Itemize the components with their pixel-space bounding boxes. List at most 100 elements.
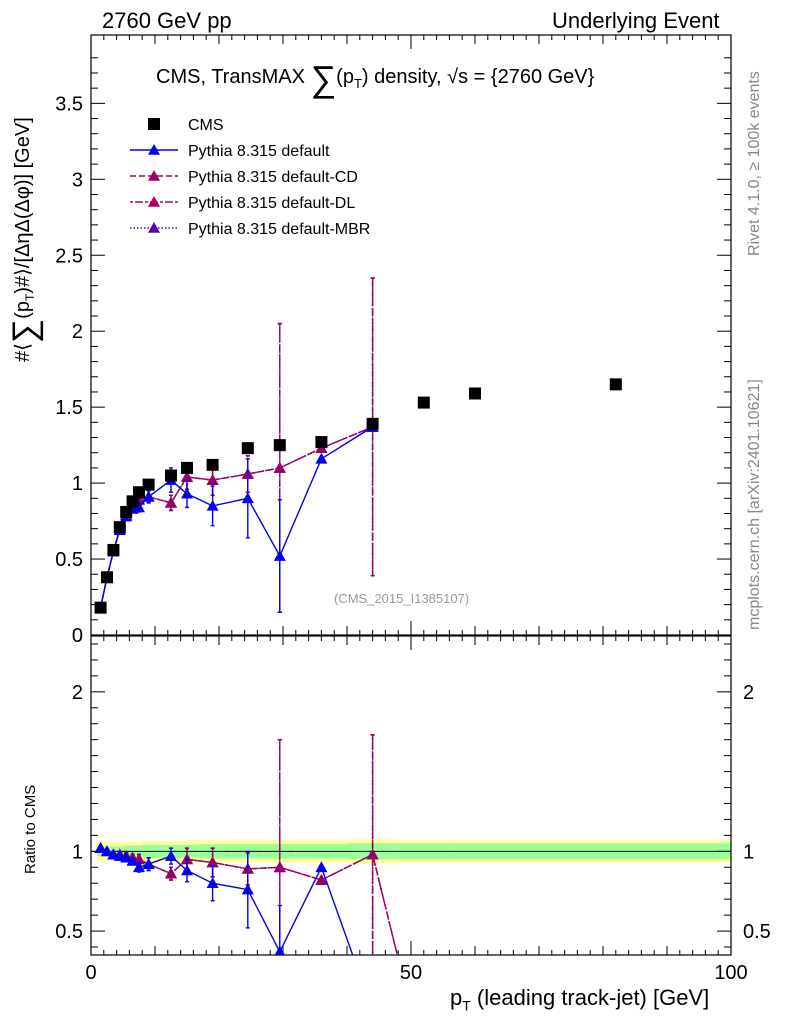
main-series-cd: [94, 277, 379, 613]
main-y-tick-label: 0.5: [55, 549, 83, 571]
main-default-point: [315, 452, 328, 464]
main-series-default: [94, 420, 379, 613]
ratio-cd-point: [206, 856, 219, 868]
legend-label-dl: Pythia 8.315 default-DL: [188, 195, 355, 212]
ratio-y-tick-label-right: 2: [743, 682, 754, 704]
main-cms-point: [142, 478, 155, 491]
ytitle-sum: ∑: [6, 318, 44, 344]
ratio-cd-line: [100, 847, 399, 955]
main-cms-point: [107, 543, 120, 556]
ratio-y-tick-label: 1: [72, 841, 83, 863]
x-axis-title: pT (leading track-jet) [GeV]: [450, 985, 709, 1013]
main-default-point: [206, 499, 219, 511]
main-cms-point: [120, 505, 133, 518]
main-default-point: [273, 550, 286, 561]
ytitle-pt: (p: [12, 301, 34, 319]
mcplots-label: mcplots.cern.ch [arXiv:2401.10621]: [746, 379, 763, 630]
main-frame: [90, 34, 732, 636]
main-cms-point: [126, 495, 139, 508]
main-y-tick-label: 0: [72, 625, 83, 647]
main-default-line: [99, 426, 373, 608]
plot-title-suffix: ) density, √s = {2760 GeV}: [361, 66, 595, 88]
main-cms-point: [315, 436, 328, 449]
sum-symbol: ∑: [310, 58, 337, 99]
main-cms-point: [273, 439, 286, 452]
ratio-default-point: [101, 845, 113, 857]
ratio-default-point: [241, 883, 254, 895]
ratio-default-point: [165, 850, 177, 861]
ratio-y-axis-title: Ratio to CMS: [22, 784, 39, 874]
ratio-series-mbr: [94, 734, 417, 1016]
ratio-y-tick-label-right: 1: [743, 841, 754, 863]
main-y-tick-label: 1.5: [55, 397, 83, 419]
legend-marker-default: [148, 144, 160, 155]
ratio-dl-point: [405, 1005, 417, 1016]
ratio-series-cd: [94, 734, 417, 1016]
ratio-default-point: [126, 854, 139, 866]
main-cms-point: [417, 396, 430, 409]
main-cms-point: [113, 521, 126, 534]
main-series-dl: [94, 277, 379, 613]
ratio-default-point: [120, 851, 133, 863]
plot-title: CMS, TransMAX ∑(pT) density, √s = {2760 …: [156, 58, 594, 100]
x-tick-label: 100: [714, 962, 747, 984]
legend-label-default: Pythia 8.315 default: [188, 143, 330, 160]
main-y-tick-label: 3.5: [55, 93, 83, 115]
ytitle-pt-sub: T: [23, 293, 37, 302]
legend-marker-cms: [148, 118, 160, 130]
main-cms-point: [241, 442, 254, 455]
legend-label-mbr: Pythia 8.315 default-MBR: [188, 221, 370, 238]
main-y-tick-label: 2.5: [55, 245, 83, 267]
ratio-y-tick-label-right: 0.5: [743, 921, 771, 943]
ratio-y-tick-label: 0.5: [55, 921, 83, 943]
ratio-default-point: [274, 945, 285, 955]
ratio-default-point: [181, 864, 193, 876]
plot-title-pt-sub: T: [353, 76, 362, 91]
rivet-label: Rivet 4.1.0, ≥ 100k events: [746, 71, 763, 256]
x-tick-label: 50: [400, 962, 422, 984]
main-dl-line: [99, 426, 373, 608]
main-y-axis-title: #⟨∑(pT)#⟩/[ΔηΔ(Δφ)] [GeV]: [6, 117, 45, 362]
main-cms-point: [133, 486, 145, 499]
ratio-default-point: [142, 858, 155, 869]
header-left: 2760 GeV pp: [102, 8, 232, 33]
x-tick-label: 0: [85, 962, 96, 984]
main-series-mbr: [94, 277, 379, 613]
xtitle-rest: (leading track-jet) [GeV]: [470, 985, 710, 1010]
legend-marker-cd: [148, 170, 160, 181]
main-default-point: [133, 501, 145, 513]
main-cms-point: [165, 469, 177, 482]
ratio-cd-point: [165, 867, 177, 879]
ratio-series-default: [94, 842, 354, 955]
main-y-tick-label: 3: [72, 169, 83, 191]
main-cd-point: [206, 474, 219, 485]
ratio-mbr-point: [405, 1005, 417, 1016]
header-right: Underlying Event: [552, 8, 720, 33]
plot-title-prefix: CMS, TransMAX: [156, 66, 305, 88]
ratio-y-tick-label: 2: [72, 682, 83, 704]
xtitle-p: p: [450, 985, 463, 1010]
main-cms-point: [366, 417, 379, 430]
main-default-point: [241, 492, 254, 504]
ratio-cd-point: [405, 1005, 417, 1016]
ratio-default-line: [100, 847, 354, 955]
main-default-point: [181, 487, 193, 499]
main-y-tick-label: 1: [72, 473, 83, 495]
main-cd-point: [273, 461, 286, 473]
main-cms-point: [206, 458, 219, 471]
analysis-id: (CMS_2015_I1385107): [334, 591, 470, 606]
ratio-series-dl: [94, 734, 417, 1016]
ratio-default-point: [206, 877, 219, 889]
xtitle-sub: T: [462, 997, 471, 1014]
main-mbr-line: [99, 426, 373, 608]
ratio-mbr-line: [100, 847, 399, 955]
main-cd-point: [181, 471, 193, 482]
ratio-default-point: [133, 861, 145, 873]
main-y-tick-label: 2: [72, 321, 83, 343]
legend-label-cd: Pythia 8.315 default-CD: [188, 169, 358, 186]
ratio-frame: [90, 635, 732, 956]
ratio-default-point: [94, 842, 107, 853]
ytitle-part-open: #⟨: [12, 343, 34, 362]
ratio-default-point: [315, 861, 328, 873]
